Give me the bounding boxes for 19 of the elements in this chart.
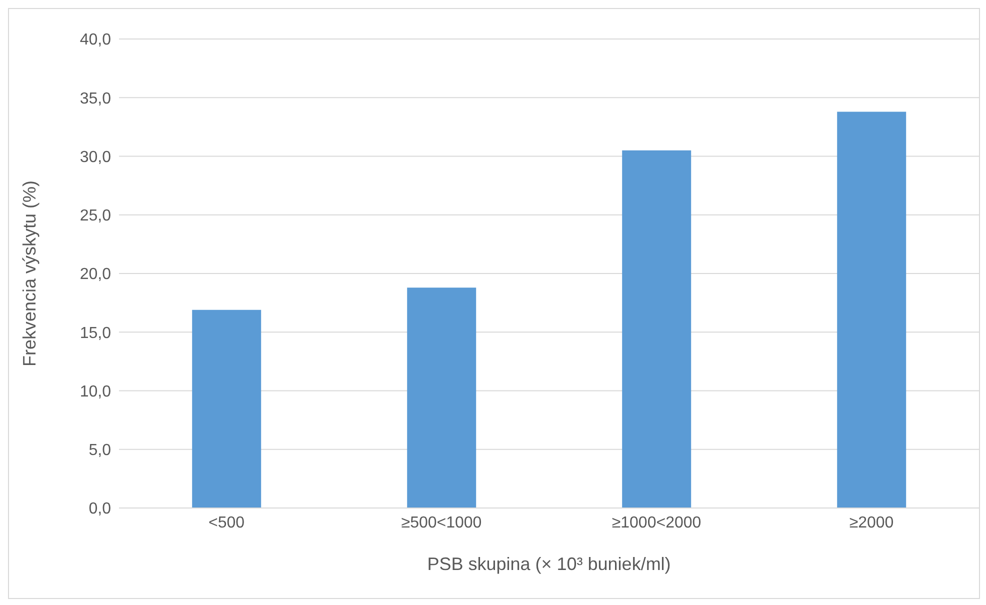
y-tick-label: 25,0 [80,208,112,225]
y-tick-label: 30,0 [80,148,112,166]
x-tick-label: ≥500<1000 [401,514,482,532]
y-axis-title: Frekvencia výskytu (%) [19,180,40,367]
y-tick-label: 0,0 [88,500,112,518]
x-tick-label: ≥1000<2000 [612,514,702,532]
x-axis-title: PSB skupina (× 10³ buniek/ml) [427,554,671,574]
bar [407,288,476,508]
y-tick-label: 10,0 [80,383,112,400]
x-tick-label: <500 [208,514,245,532]
y-tick-label: 20,0 [80,266,112,284]
y-tick-label: 5,0 [88,442,112,460]
y-tick-label: 40,0 [80,32,112,49]
bar [192,310,262,508]
bar [622,150,692,508]
bar [837,112,906,508]
y-tick-label: 15,0 [80,324,112,342]
y-tick-label: 35,0 [80,90,112,108]
x-tick-label: ≥2000 [849,514,894,532]
